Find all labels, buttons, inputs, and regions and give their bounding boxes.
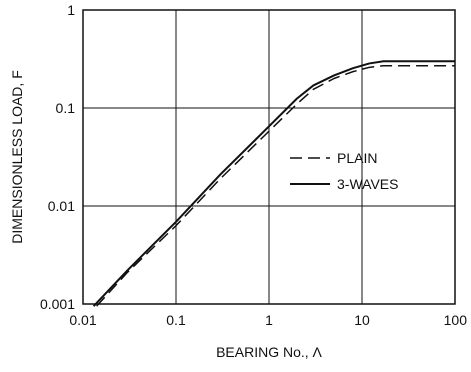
x-tick-label: 0.01	[69, 312, 96, 328]
x-tick-label: 0.1	[166, 312, 186, 328]
series-lines	[92, 60, 455, 307]
y-tick-label: 1	[67, 2, 75, 18]
x-tick-label: 10	[354, 312, 370, 328]
y-tick-label: 0.001	[40, 296, 75, 312]
legend-label: PLAIN	[337, 150, 377, 166]
y-tick-label: 0.1	[56, 100, 76, 116]
legend-label: 3-WAVES	[337, 176, 398, 192]
x-tick-label: 1	[265, 312, 273, 328]
x-axis-title: BEARING No., Λ	[216, 344, 322, 360]
legend: PLAIN 3-WAVES	[290, 150, 398, 192]
grid-lines	[83, 10, 455, 304]
plot-frame	[82, 9, 456, 305]
series-line-plain	[96, 64, 455, 307]
series-line-3-waves	[92, 60, 455, 307]
y-axis-title: DIMENSIONLESS LOAD, F	[9, 70, 25, 243]
x-tick-label: 100	[444, 312, 468, 328]
y-tick-label: 0.01	[48, 198, 75, 214]
